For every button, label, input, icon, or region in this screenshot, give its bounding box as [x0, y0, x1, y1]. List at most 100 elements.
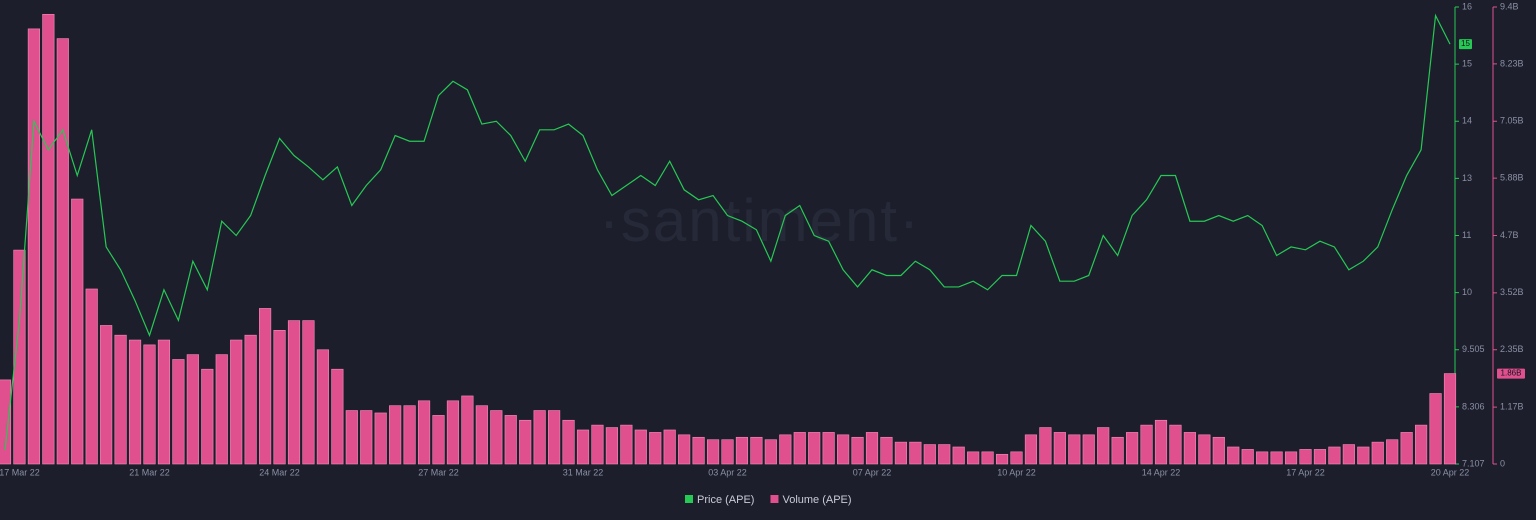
- volume-bar: [1299, 449, 1312, 465]
- y-tick-label: 16: [1462, 1, 1472, 11]
- volume-bar: [13, 249, 26, 465]
- legend-label: Price (APE): [697, 494, 754, 506]
- volume-bar: [822, 432, 835, 465]
- volume-bar: [1270, 451, 1283, 465]
- volume-bar: [764, 439, 777, 465]
- y2-tick-label: 3.52B: [1500, 287, 1524, 297]
- volume-bar: [1429, 393, 1442, 465]
- volume-bar: [620, 424, 633, 465]
- y-tick-label: 10: [1462, 287, 1472, 297]
- y-tick-label: 14: [1462, 116, 1472, 126]
- x-tick-label: 24 Mar 22: [259, 467, 300, 477]
- volume-bar: [952, 446, 965, 465]
- volume-bar: [0, 379, 12, 465]
- volume-bar: [1227, 446, 1240, 465]
- volume-bar: [114, 334, 127, 465]
- volume-bar: [360, 410, 373, 465]
- y-tick-label: 7.107: [1462, 458, 1485, 468]
- volume-bar: [1256, 451, 1269, 465]
- volume-bar: [1328, 446, 1341, 465]
- y-tick-label: 9.505: [1462, 344, 1485, 354]
- volume-bar: [244, 334, 257, 465]
- volume-bar: [389, 405, 402, 465]
- volume-bar: [42, 13, 55, 465]
- volume-bar: [172, 359, 185, 465]
- volume-bar: [663, 429, 676, 465]
- volume-bar: [157, 339, 171, 465]
- value-badge-label: 1.86B: [1501, 369, 1522, 378]
- volume-bar: [837, 434, 850, 465]
- volume-bar: [230, 339, 243, 465]
- volume-bar: [1111, 436, 1124, 465]
- x-tick-label: 31 Mar 22: [563, 467, 604, 477]
- volume-bar: [461, 395, 474, 465]
- volume-bar: [735, 436, 749, 465]
- volume-bar: [1198, 434, 1211, 465]
- volume-bar: [519, 419, 532, 465]
- volume-bar: [71, 198, 84, 465]
- volume-bar: [1169, 424, 1182, 465]
- volume-bar: [1415, 424, 1428, 465]
- legend-swatch: [685, 495, 693, 503]
- x-tick-label: 21 Mar 22: [129, 467, 170, 477]
- volume-bar: [446, 400, 460, 465]
- volume-bar: [143, 344, 156, 465]
- volume-bar: [417, 400, 431, 465]
- volume-bar: [1342, 444, 1355, 465]
- volume-bar: [1183, 432, 1196, 465]
- volume-bar: [273, 330, 286, 465]
- volume-bar: [316, 349, 329, 465]
- volume-bar: [287, 320, 301, 465]
- x-tick-label: 17 Mar 22: [0, 467, 40, 477]
- volume-bar: [649, 432, 662, 465]
- volume-bar: [1212, 436, 1225, 465]
- legend-label: Volume (APE): [782, 494, 851, 506]
- volume-bar: [1313, 449, 1327, 465]
- volume-bar: [1371, 441, 1384, 465]
- volume-bar: [548, 410, 561, 465]
- volume-bar: [100, 325, 113, 465]
- y2-tick-label: 1.17B: [1500, 401, 1524, 411]
- x-tick-label: 27 Mar 22: [418, 467, 459, 477]
- volume-bar: [128, 339, 142, 465]
- volume-bar: [1126, 432, 1139, 465]
- volume-bar: [533, 410, 546, 465]
- price-line: [4, 13, 1451, 451]
- volume-bar: [1154, 419, 1168, 465]
- volume-bar: [750, 436, 763, 465]
- x-tick-label: 10 Apr 22: [997, 467, 1036, 477]
- volume-bar: [1400, 432, 1413, 465]
- volume-bar: [1443, 373, 1457, 465]
- volume-bar: [85, 288, 98, 465]
- y2-tick-label: 4.7B: [1500, 230, 1519, 240]
- volume-bar: [880, 436, 893, 465]
- volume-bar: [331, 368, 344, 465]
- volume-bar: [591, 424, 604, 465]
- volume-bar: [432, 415, 445, 465]
- volume-bar: [1241, 449, 1254, 465]
- volume-bar: [259, 308, 272, 465]
- volume-bar: [374, 412, 387, 465]
- volume-bar: [1357, 446, 1370, 465]
- volume-bar: [1024, 434, 1038, 465]
- value-badge: [1497, 368, 1525, 379]
- volume-bar: [56, 38, 69, 465]
- y2-tick-label: 0: [1500, 458, 1505, 468]
- volume-bar: [1140, 424, 1153, 465]
- volume-bar: [504, 415, 517, 465]
- volume-bar: [403, 405, 416, 465]
- y2-tick-label: 2.35B: [1500, 344, 1524, 354]
- volume-bar: [475, 405, 488, 465]
- y-tick-label: 13: [1462, 173, 1472, 183]
- volume-bar: [938, 444, 951, 465]
- volume-bar: [27, 28, 40, 465]
- volume-bar: [721, 439, 734, 465]
- volume-bar: [793, 432, 806, 465]
- volume-bar: [345, 410, 358, 465]
- x-tick-label: 14 Apr 22: [1142, 467, 1181, 477]
- volume-bar: [1039, 427, 1052, 465]
- y2-tick-label: 8.23B: [1500, 58, 1524, 68]
- volume-bar: [1386, 439, 1399, 465]
- volume-bar: [1010, 451, 1023, 465]
